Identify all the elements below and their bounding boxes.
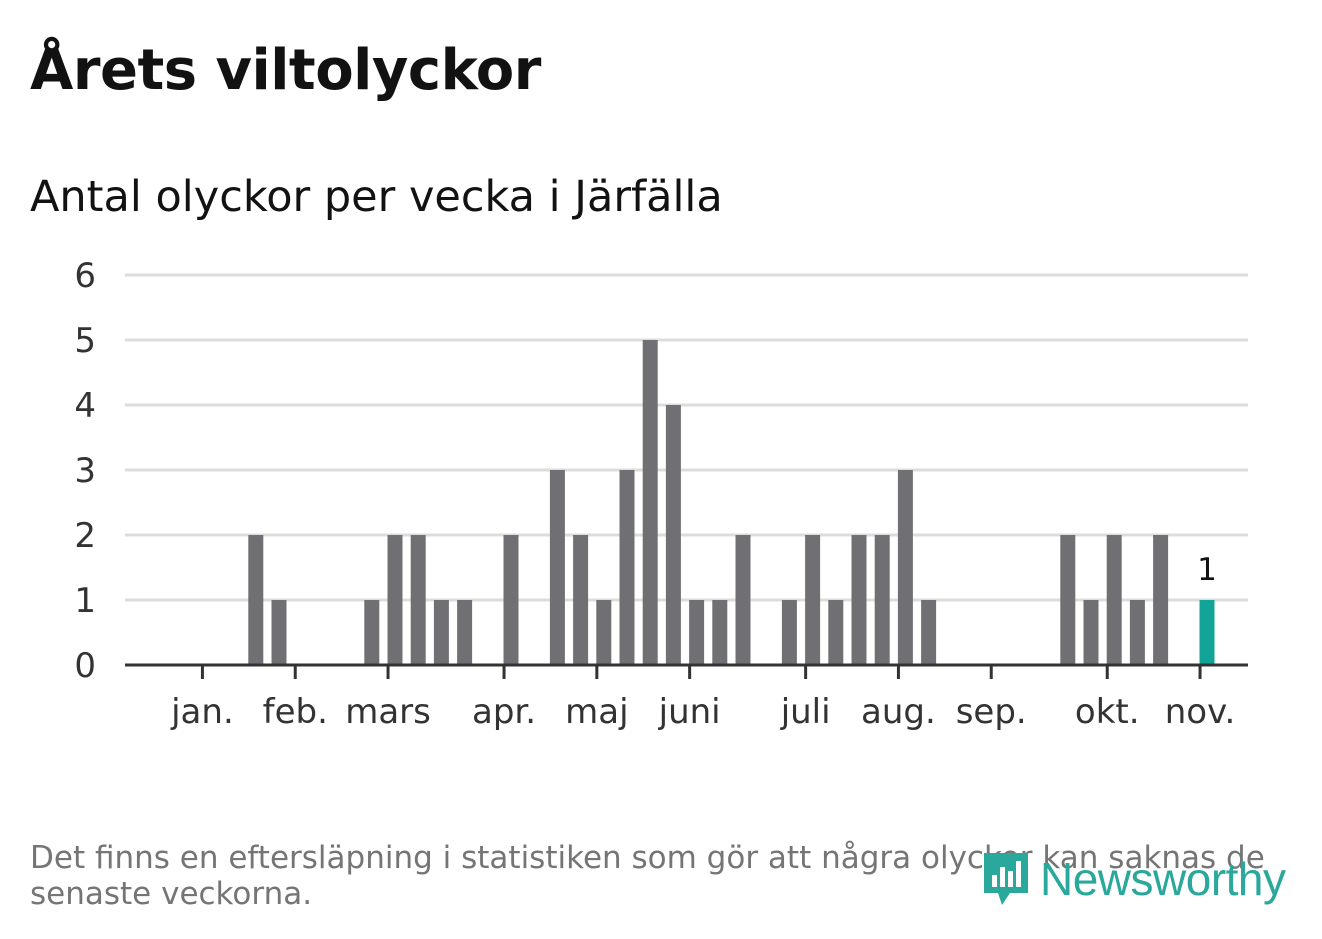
bar bbox=[271, 600, 287, 665]
bar bbox=[433, 600, 449, 665]
x-tick-label: aug. bbox=[861, 692, 936, 732]
bar bbox=[735, 535, 751, 665]
bar bbox=[642, 340, 658, 665]
bar bbox=[1083, 600, 1099, 665]
gridlines bbox=[125, 273, 1248, 602]
bar bbox=[1106, 535, 1122, 665]
highlight-bar bbox=[1199, 600, 1215, 665]
bar bbox=[503, 535, 519, 665]
newsworthy-logo[interactable]: Newsworthy bbox=[980, 848, 1286, 910]
x-tick-label: maj bbox=[565, 692, 628, 732]
bar bbox=[248, 535, 264, 665]
x-tick-label: apr. bbox=[472, 692, 536, 732]
y-tick-label: 0 bbox=[74, 646, 96, 686]
x-tick-label: nov. bbox=[1165, 692, 1236, 732]
bar bbox=[805, 535, 821, 665]
x-tick-label: jan. bbox=[170, 692, 234, 732]
annotations: 1 bbox=[1197, 552, 1217, 588]
chart-subtitle: Antal olyckor per vecka i Järfälla bbox=[30, 172, 723, 222]
x-tick-label: juni bbox=[658, 692, 721, 732]
data-label: 1 bbox=[1197, 552, 1217, 588]
bar bbox=[410, 535, 426, 665]
bar bbox=[712, 600, 728, 665]
bar bbox=[897, 470, 913, 665]
bar bbox=[1129, 600, 1145, 665]
bar bbox=[387, 535, 403, 665]
bar bbox=[364, 600, 380, 665]
bar bbox=[549, 470, 565, 665]
y-axis-tick-labels: 0 1 2 3 4 5 6 bbox=[74, 256, 96, 686]
bars bbox=[248, 340, 1215, 665]
bar bbox=[1060, 535, 1076, 665]
bar bbox=[573, 535, 589, 665]
footnote: Det finns en eftersläpning i statistiken… bbox=[30, 840, 1265, 912]
x-tick-label: feb. bbox=[263, 692, 328, 732]
chart-title: Årets viltolyckor bbox=[30, 38, 541, 103]
x-tick-label: mars bbox=[345, 692, 431, 732]
bar bbox=[921, 600, 937, 665]
bar bbox=[781, 600, 797, 665]
x-axis: jan. feb. mars apr. maj juni juli aug. sep. okt. n… bbox=[125, 663, 1248, 732]
bar bbox=[457, 600, 473, 665]
brand-name: Newsworthy bbox=[1040, 853, 1286, 905]
y-tick-label: 5 bbox=[74, 321, 96, 361]
y-tick-label: 1 bbox=[74, 581, 96, 621]
bar bbox=[596, 600, 612, 665]
bar bbox=[828, 600, 844, 665]
bar bbox=[874, 535, 890, 665]
bar bbox=[851, 535, 867, 665]
bar-chart-icon bbox=[984, 853, 1028, 905]
y-tick-label: 6 bbox=[74, 256, 96, 296]
y-tick-label: 4 bbox=[74, 386, 96, 426]
y-tick-label: 2 bbox=[74, 516, 96, 556]
bar bbox=[1153, 535, 1169, 665]
bar bbox=[619, 470, 635, 665]
x-tick-label: juli bbox=[780, 692, 831, 732]
bar bbox=[665, 405, 681, 665]
bar bbox=[689, 600, 705, 665]
x-tick-label: sep. bbox=[956, 692, 1027, 732]
y-tick-label: 3 bbox=[74, 451, 96, 491]
x-tick-label: okt. bbox=[1075, 692, 1140, 732]
